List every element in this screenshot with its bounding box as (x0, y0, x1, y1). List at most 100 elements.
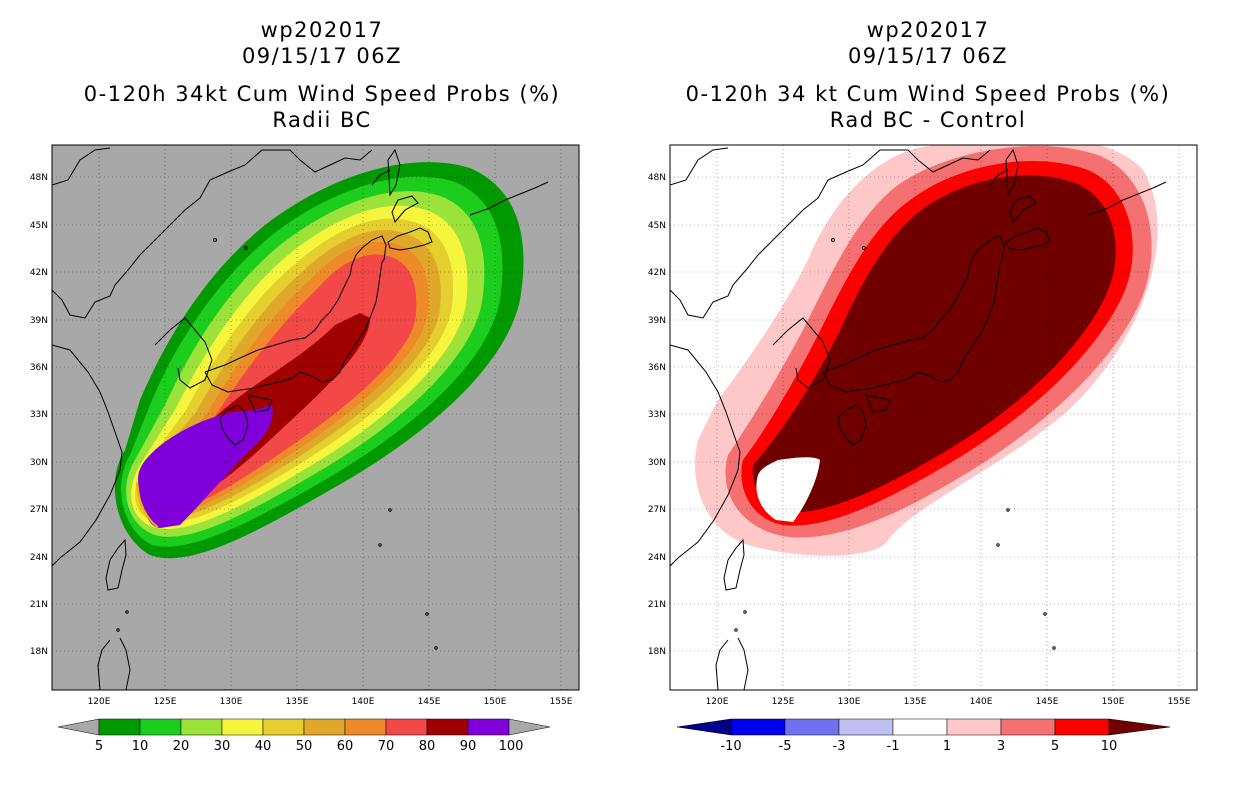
left-product-title: 0-120h 34kt Cum Wind Speed Probs (%) (83, 82, 561, 106)
left-lat-tick: 36N (30, 363, 48, 373)
left-colorbar-swatch (385, 718, 428, 736)
right-colorbar-swatch (1000, 718, 1056, 736)
right-gridlines (670, 145, 1197, 690)
right-colorbar-swatch (946, 718, 1002, 736)
right-colorbar-label: -1 (887, 739, 900, 754)
right-lon-tick: 155E (1168, 697, 1191, 707)
right-colorbar-swatch (892, 718, 948, 736)
left-lat-tick: 27N (30, 505, 48, 515)
right-map-frame (669, 144, 1198, 691)
right-colorbar-label: 5 (1051, 739, 1059, 754)
right-colorbar-label: -3 (833, 739, 846, 754)
left-colorbar-label: 20 (173, 739, 190, 754)
left-lon-tick: 125E (154, 697, 177, 707)
left-colorbar-label: 90 (460, 739, 477, 754)
left-colorbar-high-arrow (508, 718, 551, 736)
right-colorbar (676, 718, 1171, 736)
left-colorbar-label: 10 (132, 739, 149, 754)
right-colorbar-swatch (838, 718, 894, 736)
left-lat-tick: 33N (30, 410, 48, 420)
left-lon-axis: 120E 125E 130E 135E 140E 145E 150E 155E (88, 697, 573, 707)
left-colorbar-swatch (221, 718, 264, 736)
left-colorbar-label: 60 (337, 739, 354, 754)
left-lon-tick: 135E (286, 697, 309, 707)
right-lat-tick: 27N (648, 505, 666, 515)
left-colorbar-swatch (180, 718, 223, 736)
right-contour-10 (752, 175, 1116, 513)
right-lat-tick: 45N (648, 221, 666, 231)
left-lon-tick: 130E (220, 697, 243, 707)
left-colorbar-label: 100 (499, 739, 524, 754)
right-lat-tick: 39N (648, 316, 666, 326)
right-lat-tick: 36N (648, 363, 666, 373)
left-lat-axis: 48N 45N 42N 39N 36N 33N 30N 27N 24N 21N … (30, 173, 48, 657)
left-map-frame (51, 144, 580, 691)
left-colorbar-label: 40 (255, 739, 272, 754)
left-colorbar-swatch (262, 718, 305, 736)
right-lon-tick: 145E (1036, 697, 1059, 707)
left-colorbar-label: 80 (419, 739, 436, 754)
left-lon-tick: 155E (550, 697, 573, 707)
right-storm-id: wp202017 (866, 18, 990, 42)
right-colorbar-swatch (784, 718, 840, 736)
left-contour-100-edge (136, 481, 159, 528)
right-map-panel (670, 145, 1197, 690)
left-colorbar-label: 70 (378, 739, 395, 754)
left-colorbar-low-arrow (57, 718, 100, 736)
left-colorbar-swatch (139, 718, 182, 736)
right-colorbar-swatch (1054, 718, 1110, 736)
right-datetime: 09/15/17 06Z (847, 44, 1009, 68)
right-colorbar-label: 1 (943, 739, 951, 754)
left-colorbar-label: 30 (214, 739, 231, 754)
right-lat-tick: 24N (648, 553, 666, 563)
right-lat-tick: 42N (648, 268, 666, 278)
right-lon-tick: 135E (904, 697, 927, 707)
right-lat-tick: 30N (648, 458, 666, 468)
left-lon-tick: 140E (352, 697, 375, 707)
left-lon-tick: 150E (484, 697, 507, 707)
right-subtitle: Rad BC - Control (829, 108, 1027, 132)
left-contour-90 (138, 405, 273, 528)
right-lat-tick: 33N (648, 410, 666, 420)
left-lat-tick: 48N (30, 173, 48, 183)
left-gridlines (52, 145, 579, 690)
right-title-block: wp202017 09/15/17 06Z 0-120h 34 kt Cum W… (648, 17, 1208, 133)
right-colorbar-label: 3 (997, 739, 1005, 754)
left-lat-tick: 21N (30, 600, 48, 610)
right-lat-axis: 48N 45N 42N 39N 36N 33N 30N 27N 24N 21N … (648, 173, 666, 657)
right-colorbar-label: -10 (720, 739, 741, 754)
right-lon-tick: 120E (706, 697, 729, 707)
left-lon-tick: 145E (418, 697, 441, 707)
right-colorbar-labels: -10 -5 -3 -1 1 3 5 10 (720, 739, 1117, 754)
right-lat-tick: 48N (648, 173, 666, 183)
left-storm-id: wp202017 (260, 18, 384, 42)
right-lon-tick: 125E (772, 697, 795, 707)
right-lon-axis: 120E 125E 130E 135E 140E 145E 150E 155E (706, 697, 1191, 707)
left-lat-tick: 24N (30, 553, 48, 563)
left-colorbar-swatch (426, 718, 469, 736)
left-lat-tick: 39N (30, 316, 48, 326)
left-colorbar (57, 718, 551, 736)
right-lon-tick: 150E (1102, 697, 1125, 707)
left-map-panel (52, 145, 579, 690)
right-colorbar-low-arrow (676, 718, 732, 736)
left-lat-tick: 30N (30, 458, 48, 468)
left-colorbar-label: 5 (95, 739, 103, 754)
right-colorbar-label: 10 (1101, 739, 1118, 754)
left-colorbar-swatch (98, 718, 141, 736)
left-lat-tick: 42N (30, 268, 48, 278)
right-lon-tick: 140E (970, 697, 993, 707)
right-lat-tick: 21N (648, 600, 666, 610)
left-title-block: wp202017 09/15/17 06Z 0-120h 34kt Cum Wi… (42, 17, 602, 133)
left-colorbar-swatch (344, 718, 387, 736)
left-colorbar-label: 50 (296, 739, 313, 754)
right-contour-white-pocket (756, 457, 820, 522)
right-colorbar-label: -5 (779, 739, 792, 754)
left-lat-tick: 18N (30, 647, 48, 657)
left-subtitle: Radii BC (272, 108, 372, 132)
right-product-title: 0-120h 34 kt Cum Wind Speed Probs (%) (685, 82, 1171, 106)
right-colorbar-swatch (730, 718, 786, 736)
left-colorbar-labels: 5 10 20 30 40 50 60 70 80 90 100 (95, 739, 524, 754)
right-lon-tick: 130E (838, 697, 861, 707)
